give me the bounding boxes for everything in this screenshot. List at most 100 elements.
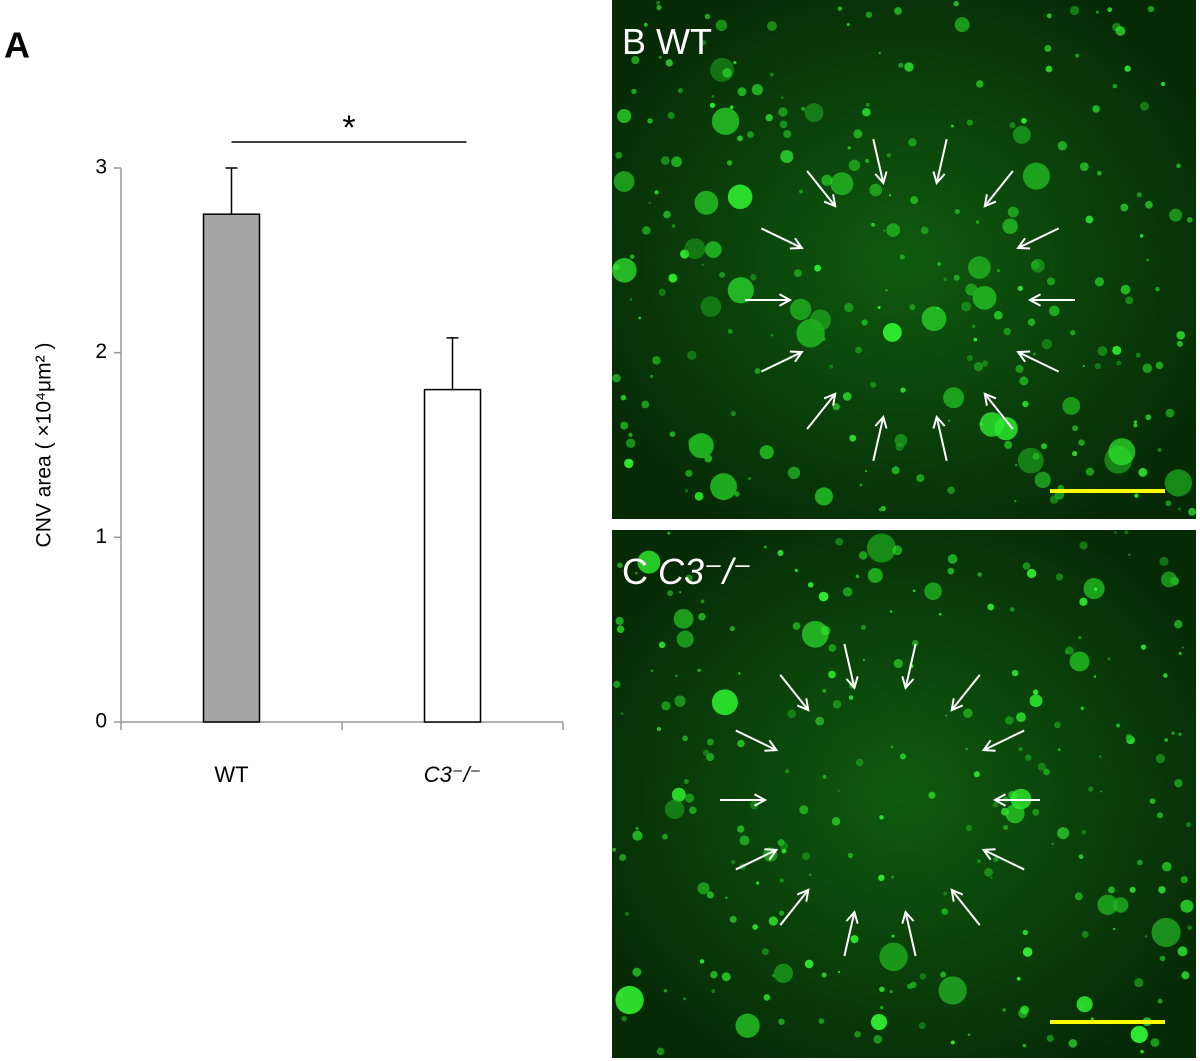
speck bbox=[658, 641, 666, 649]
speck bbox=[853, 129, 863, 139]
bar bbox=[423, 388, 482, 723]
speck bbox=[667, 531, 671, 535]
speck bbox=[625, 912, 629, 916]
speck bbox=[987, 603, 995, 611]
speck bbox=[752, 924, 758, 930]
speck bbox=[1016, 976, 1021, 981]
x-tick-label: C3⁻/⁻ bbox=[424, 762, 481, 787]
speck bbox=[1135, 352, 1141, 358]
speck bbox=[890, 745, 894, 749]
speck bbox=[1155, 361, 1164, 370]
speck bbox=[629, 254, 635, 259]
speck bbox=[1163, 673, 1168, 678]
micrograph bbox=[612, 0, 1196, 519]
speck bbox=[802, 852, 811, 861]
speck bbox=[965, 824, 973, 832]
speck bbox=[778, 1018, 785, 1025]
arrow bbox=[843, 911, 856, 957]
speck bbox=[1147, 5, 1155, 13]
speck bbox=[1022, 947, 1033, 957]
speck bbox=[966, 119, 974, 126]
speck bbox=[1011, 669, 1019, 677]
arrow bbox=[935, 138, 948, 184]
speck bbox=[945, 714, 948, 717]
speck bbox=[684, 489, 688, 493]
speck bbox=[822, 774, 827, 779]
speck bbox=[799, 189, 804, 194]
speck bbox=[899, 254, 905, 260]
speck bbox=[909, 304, 916, 311]
speck bbox=[1055, 573, 1064, 581]
speck bbox=[908, 138, 917, 147]
speck bbox=[787, 466, 801, 479]
arrow bbox=[843, 643, 856, 689]
speck bbox=[677, 88, 683, 94]
arrow-head bbox=[901, 910, 915, 924]
speck bbox=[939, 612, 942, 616]
arrow-head bbox=[823, 392, 837, 406]
speck bbox=[634, 571, 638, 575]
speck bbox=[1026, 568, 1037, 579]
speck bbox=[701, 263, 704, 266]
speck bbox=[1005, 804, 1025, 824]
speck bbox=[737, 825, 745, 833]
speck bbox=[894, 434, 908, 447]
speck bbox=[694, 491, 704, 501]
arrow-head bbox=[981, 848, 996, 861]
arrow-head bbox=[764, 739, 779, 752]
speck bbox=[1022, 1043, 1027, 1048]
speck bbox=[625, 438, 636, 448]
panel-label: B bbox=[622, 21, 646, 62]
speck bbox=[629, 298, 633, 301]
speck bbox=[789, 298, 812, 321]
speck bbox=[667, 590, 674, 597]
speck bbox=[1079, 597, 1088, 606]
arrow bbox=[806, 393, 836, 430]
bar bbox=[202, 213, 261, 723]
panel-name: C3⁻/⁻ bbox=[658, 551, 752, 592]
speck bbox=[907, 983, 913, 990]
speck bbox=[984, 867, 993, 877]
speck bbox=[647, 118, 653, 124]
speck bbox=[642, 226, 651, 235]
speck bbox=[835, 537, 844, 546]
speck bbox=[801, 620, 829, 648]
fluorescence bbox=[612, 0, 1196, 1056]
speck bbox=[953, 274, 960, 281]
speck bbox=[1156, 812, 1164, 819]
speck bbox=[993, 856, 999, 862]
speck bbox=[684, 793, 695, 803]
speck bbox=[1129, 886, 1136, 893]
speck bbox=[979, 422, 984, 426]
speck bbox=[1142, 363, 1153, 374]
speck bbox=[711, 107, 740, 135]
speck bbox=[1120, 203, 1129, 212]
speck bbox=[1064, 650, 1069, 655]
speck bbox=[1187, 925, 1193, 931]
speck bbox=[979, 412, 1005, 437]
speck bbox=[848, 159, 861, 172]
speck bbox=[682, 735, 689, 742]
speck bbox=[1151, 917, 1181, 947]
speck bbox=[1046, 277, 1055, 286]
speck bbox=[996, 269, 1001, 273]
speck bbox=[855, 346, 862, 354]
speck bbox=[1160, 81, 1166, 87]
speck bbox=[948, 419, 951, 422]
speck bbox=[870, 381, 877, 388]
speck bbox=[938, 976, 967, 1005]
speck bbox=[683, 997, 686, 1001]
arrow bbox=[984, 393, 1014, 430]
speck bbox=[617, 108, 632, 123]
speck bbox=[867, 567, 883, 583]
speck bbox=[619, 853, 627, 861]
arrow bbox=[950, 674, 981, 711]
arrow-head bbox=[789, 350, 804, 363]
speck bbox=[727, 277, 754, 304]
speck bbox=[973, 361, 984, 372]
speck bbox=[966, 354, 974, 362]
speck bbox=[879, 942, 908, 972]
speck bbox=[878, 874, 885, 882]
